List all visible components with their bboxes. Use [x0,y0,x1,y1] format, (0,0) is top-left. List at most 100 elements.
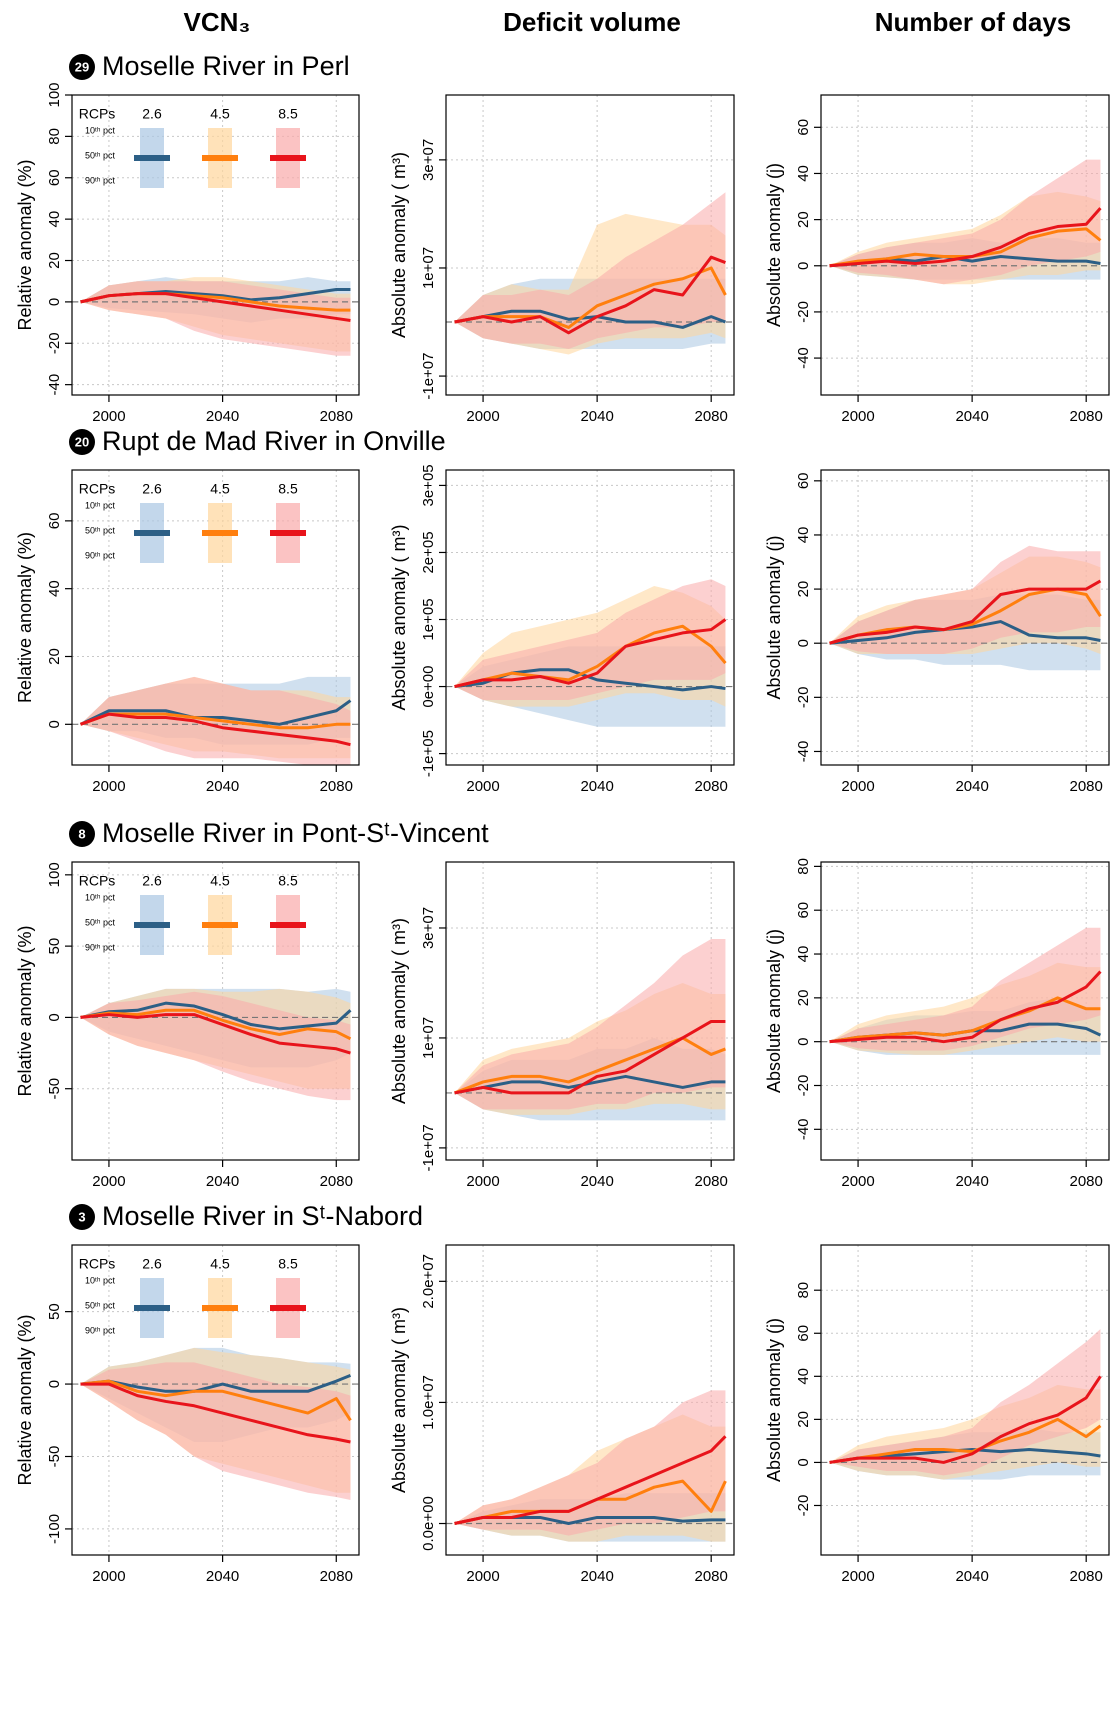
y-axis-label: Relative anomaly (%) [15,159,35,330]
legend-label: 2.6 [142,873,162,889]
x-tick-label: 2000 [92,408,125,425]
y-tick-label: 0e+00 [420,665,437,707]
percentile-band [80,991,351,1101]
median-line [454,1019,726,1095]
plot-frame [445,861,735,1161]
y-axis-label: Relative anomaly (%) [15,532,35,703]
row-badge [69,429,95,455]
row-number: 20 [75,434,89,449]
median-line [80,1379,352,1422]
x-tick-label: 2080 [695,1568,728,1585]
legend-label: 2.6 [142,106,162,122]
y-tick-label: 80 [795,1282,812,1299]
median-line [454,255,726,335]
median-line [454,1036,726,1095]
y-axis-label: Relative anomaly (%) [15,925,35,1096]
y-axis-label: Absolute anomaly ( m³) [389,918,409,1104]
median-line [80,1373,352,1393]
x-tick-label: 2080 [695,408,728,425]
column-header: Number of days [875,7,1072,37]
median-line [829,970,1102,1044]
x-tick-label: 2080 [1070,778,1103,795]
y-tick-label: 0 [795,262,812,270]
y-tick-label: 60 [795,119,812,136]
x-tick-label: 2080 [320,1568,353,1585]
y-tick-label: 60 [795,1325,812,1342]
percentile-band [80,281,351,356]
x-tick-label: 2000 [466,1173,499,1190]
legend-row-label: 90ᵗʰ pct [85,175,115,185]
percentile-band [829,1328,1101,1476]
x-tick-label: 2000 [841,778,874,795]
row-badge [69,1204,95,1230]
legend-row-label: 10ᵗʰ pct [85,1275,115,1285]
x-tick-label: 2000 [841,1568,874,1585]
legend-row-label: 10ᵗʰ pct [85,892,115,902]
row-title: Rupt de Mad River in Onville [102,426,446,456]
y-tick-label: -40 [46,374,63,396]
y-axis-label: Absolute anomaly ( m³) [389,152,409,338]
y-tick-label: 60 [46,169,63,186]
plot-frame [445,469,735,766]
y-tick-label: 20 [795,990,812,1007]
plot-frame [71,94,360,396]
y-tick-label: 40 [795,946,812,963]
legend-label: 4.5 [210,481,230,497]
y-axis-label: Absolute anomaly ( m³) [389,1307,409,1493]
y-axis-label: Absolute anomaly (j) [764,1318,784,1482]
percentile-band [454,1390,726,1536]
panel: -1e+07 1e+07 3e+07 2000 2040 2080 Absolute ano… [389,94,735,425]
row-badge [69,54,95,80]
x-tick-label: 2080 [320,778,353,795]
column-header: VCN₃ [184,7,251,37]
y-tick-label: 0 [46,1380,63,1388]
y-tick-label: -20 [795,686,812,708]
row-number: 29 [75,59,89,74]
y-axis-label: Absolute anomaly (j) [764,535,784,699]
plot-frame [820,469,1110,766]
y-tick-label: 60 [795,472,812,489]
x-tick-label: 2080 [1070,1173,1103,1190]
x-tick-label: 2040 [580,408,613,425]
x-tick-label: 2080 [1070,1568,1103,1585]
y-tick-label: -40 [795,741,812,763]
y-tick-label: 20 [795,581,812,598]
x-tick-label: 2000 [92,778,125,795]
y-tick-label: 40 [795,165,812,182]
legend-row-label: 90ᵗʰ pct [85,550,115,560]
median-line [80,1382,351,1444]
legend-label: 2.6 [142,1256,162,1272]
legend-title: RCPs [79,873,116,889]
percentile-band [829,545,1101,655]
y-tick-label: -20 [46,332,63,354]
legend-label: 4.5 [210,873,230,889]
y-tick-label: 60 [46,513,63,530]
y-tick-label: 3e+07 [420,907,437,949]
y-tick-label: 1e+07 [420,1017,437,1059]
median-line [829,587,1102,645]
plot-frame [71,469,360,766]
plot-frame [445,1244,735,1556]
x-tick-label: 2040 [206,1568,239,1585]
row-number: 8 [78,826,85,841]
legend-row-label: 50ᵗʰ pct [85,1300,115,1310]
x-tick-label: 2080 [695,1173,728,1190]
legend-row-label: 50ᵗʰ pct [85,917,115,927]
y-tick-label: 80 [795,858,812,875]
y-tick-label: 3e+07 [420,139,437,181]
y-tick-label: 20 [46,648,63,665]
median-line [80,1008,352,1041]
x-tick-label: 2040 [955,1568,988,1585]
plot-frame [820,1244,1110,1556]
legend-row-label: 90ᵗʰ pct [85,1325,115,1335]
y-tick-label: 1e+05 [420,598,437,640]
y-tick-label: 0 [795,1038,812,1046]
panel: -100 -50 0 50 2000 2040 2080 Relative anomaly (… [15,1244,360,1585]
plot-frame [445,94,735,396]
x-tick-label: 2000 [841,1173,874,1190]
y-tick-label: 80 [46,128,63,145]
legend-label: 8.5 [278,481,298,497]
